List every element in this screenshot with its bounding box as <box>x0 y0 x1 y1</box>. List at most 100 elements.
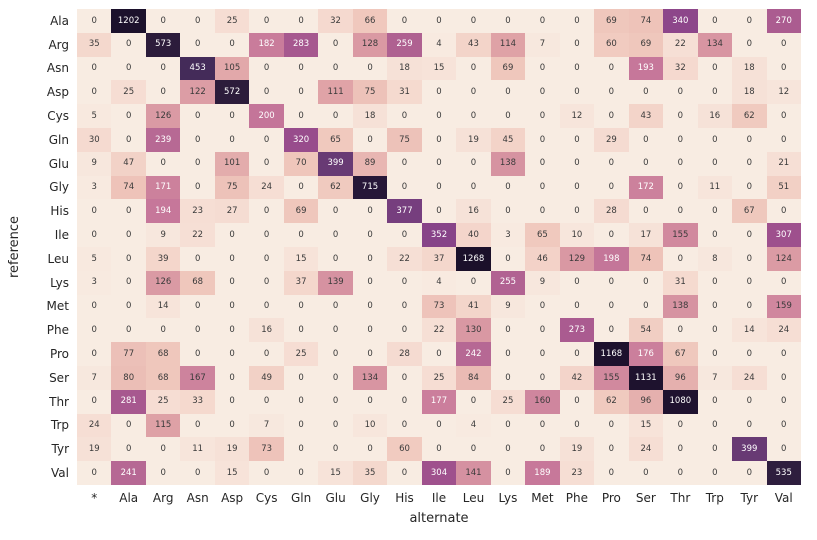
heatmap-cell-Pro-Lys: 0 <box>490 342 526 366</box>
heatmap-cell-Ala-Ala: 1202 <box>111 9 146 33</box>
heatmap-cell-Asn-Asn: 453 <box>180 56 215 81</box>
heatmap-cell-Arg-Arg: 573 <box>145 32 181 57</box>
heatmap-cell-Ser-Met: 0 <box>525 365 560 390</box>
heatmap-cell-Gly-Glu: 62 <box>318 175 353 200</box>
heatmap-cell-Trp-Pro: 0 <box>594 413 629 438</box>
heatmap-cell-Ser-Glu: 0 <box>318 365 353 390</box>
heatmap-cell-Thr-Gly: 0 <box>352 389 388 414</box>
heatmap-cell-Met-Thr: 138 <box>663 294 698 319</box>
y-tick-Cys: Cys <box>47 109 69 124</box>
heatmap-cell-Val-Pro: 0 <box>594 461 629 485</box>
y-tick-Gln: Gln <box>48 132 69 147</box>
heatmap-cell-Gly-Ile: 0 <box>421 175 457 200</box>
heatmap-cell-Leu-Val: 124 <box>766 246 801 271</box>
heatmap-cell-Arg-Gln: 283 <box>283 32 319 57</box>
heatmap-cell-Leu-Met: 46 <box>525 246 560 271</box>
heatmap-cell-Arg-*: 35 <box>77 32 112 57</box>
heatmap-cell-Phe-Ile: 22 <box>421 318 457 343</box>
heatmap-cell-Ala-*: 0 <box>77 9 112 33</box>
heatmap-cell-Cys-Leu: 0 <box>456 104 491 128</box>
y-tick-Asp: Asp <box>46 85 69 100</box>
heatmap-cell-Val-Met: 189 <box>525 461 560 485</box>
heatmap-cell-Met-Trp: 0 <box>697 294 733 319</box>
heatmap-cell-Pro-Val: 0 <box>766 342 801 366</box>
y-tick-Met: Met <box>46 299 69 314</box>
heatmap-cell-Ser-Cys: 49 <box>249 365 284 390</box>
heatmap-cell-Leu-Asp: 0 <box>214 246 250 271</box>
heatmap-cell-Ala-Val: 270 <box>766 9 801 33</box>
heatmap-cell-Thr-Ser: 96 <box>628 389 664 414</box>
heatmap-cell-Trp-Gly: 10 <box>352 413 388 438</box>
heatmap-cell-Ser-Gln: 0 <box>283 365 319 390</box>
heatmap-cell-Pro-Thr: 67 <box>663 342 698 366</box>
heatmap-cell-Ala-Trp: 0 <box>697 9 733 33</box>
heatmap-cell-Ile-Thr: 155 <box>663 223 698 247</box>
heatmap-cell-Pro-Met: 0 <box>525 342 560 366</box>
heatmap-cell-Val-Trp: 0 <box>697 461 733 485</box>
x-tick-Thr: Thr <box>670 491 691 505</box>
heatmap-cell-Tyr-Gln: 0 <box>283 437 319 462</box>
heatmap-cell-Glu-Gly: 89 <box>352 151 388 176</box>
heatmap-cell-His-Gln: 69 <box>283 199 319 224</box>
heatmap-cell-Leu-Asn: 0 <box>180 246 215 271</box>
heatmap-cell-Pro-Pro: 1168 <box>594 342 629 366</box>
heatmap-cell-Thr-Ala: 281 <box>111 389 146 414</box>
x-tick-Gly: Gly <box>360 491 380 505</box>
heatmap-cell-Gln-His: 75 <box>387 127 422 152</box>
heatmap-cell-Gln-Ile: 0 <box>421 127 457 152</box>
heatmap-cell-Arg-Glu: 0 <box>318 32 353 57</box>
heatmap-cell-Cys-Val: 0 <box>766 104 801 128</box>
heatmap-cell-Thr-*: 0 <box>77 389 112 414</box>
heatmap-cell-Val-Ser: 0 <box>628 461 664 485</box>
heatmap-cell-Ile-Lys: 3 <box>490 223 526 247</box>
x-tick-His: His <box>395 491 414 505</box>
heatmap-cell-Trp-Lys: 0 <box>490 413 526 438</box>
heatmap-cell-Gly-Leu: 0 <box>456 175 491 200</box>
heatmap-cell-Met-Val: 159 <box>766 294 801 319</box>
heatmap-cell-Lys-Thr: 31 <box>663 270 698 295</box>
heatmap-cell-Glu-Lys: 138 <box>490 151 526 176</box>
heatmap-cell-Arg-Thr: 22 <box>663 32 698 57</box>
heatmap-cell-Met-Asn: 0 <box>180 294 215 319</box>
heatmap-cell-Phe-Met: 0 <box>525 318 560 343</box>
heatmap-cell-Tyr-Glu: 0 <box>318 437 353 462</box>
heatmap-cell-Val-Val: 535 <box>766 461 801 485</box>
heatmap-cell-Leu-Arg: 39 <box>145 246 181 271</box>
heatmap-cell-Met-Leu: 41 <box>456 294 491 319</box>
x-tick-stop: * <box>91 491 98 505</box>
heatmap-cell-His-Lys: 0 <box>490 199 526 224</box>
heatmap-cell-His-Asn: 23 <box>180 199 215 224</box>
heatmap-cell-Glu-Asn: 0 <box>180 151 215 176</box>
heatmap-cell-Asn-His: 18 <box>387 56 422 81</box>
heatmap-cell-Ser-Ile: 25 <box>421 365 457 390</box>
heatmap-cell-His-Leu: 16 <box>456 199 491 224</box>
heatmap-cell-Cys-Asp: 0 <box>214 104 250 128</box>
heatmap-cell-Asn-*: 0 <box>77 56 112 81</box>
heatmap-cell-Arg-Ala: 0 <box>111 32 146 57</box>
heatmap-cell-Val-Cys: 0 <box>249 461 284 485</box>
heatmap-cell-Gly-Pro: 0 <box>594 175 629 200</box>
heatmap-cell-Trp-Val: 0 <box>766 413 801 438</box>
heatmap-cell-Thr-Asp: 0 <box>214 389 250 414</box>
heatmap-cell-Ile-Cys: 0 <box>249 223 284 247</box>
y-tick-labels: Ala Arg Asn Asp Cys Gln Glu Gly His Ile Leu Lys Met P… <box>0 9 69 485</box>
heatmap-cell-Asn-Ala: 0 <box>111 56 146 81</box>
heatmap-cell-Met-Glu: 0 <box>318 294 353 319</box>
heatmap-cell-Thr-Lys: 25 <box>490 389 526 414</box>
heatmap-cell-Glu-His: 0 <box>387 151 422 176</box>
heatmap-cell-Tyr-Cys: 73 <box>249 437 284 462</box>
heatmap-cell-Pro-Gln: 25 <box>283 342 319 366</box>
heatmap-cell-Asp-Thr: 0 <box>663 80 698 105</box>
heatmap-cell-Asn-Cys: 0 <box>249 56 284 81</box>
heatmap-cell-Lys-Leu: 0 <box>456 270 491 295</box>
heatmap-cell-Thr-Asn: 33 <box>180 389 215 414</box>
heatmap-cell-Glu-Phe: 0 <box>559 151 595 176</box>
y-tick-Gly: Gly <box>49 180 69 195</box>
heatmap-cell-Gln-Phe: 0 <box>559 127 595 152</box>
heatmap-cell-Asp-Gln: 0 <box>283 80 319 105</box>
heatmap-cell-Gln-*: 30 <box>77 127 112 152</box>
heatmap-cell-Lys-Trp: 0 <box>697 270 733 295</box>
heatmap-cell-Leu-Ile: 37 <box>421 246 457 271</box>
y-tick-Asn: Asn <box>46 61 69 76</box>
heatmap-cell-Arg-Cys: 182 <box>249 32 284 57</box>
